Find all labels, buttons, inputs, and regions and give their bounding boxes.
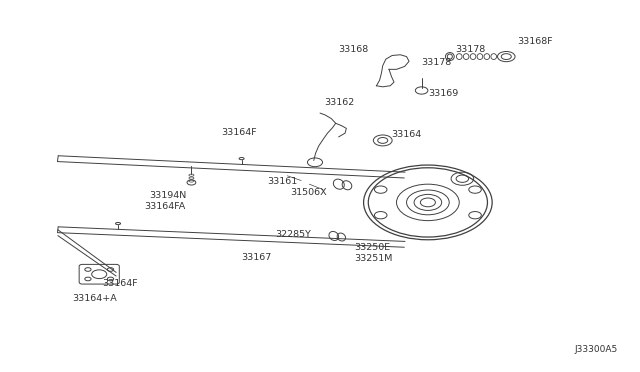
Text: 33164F: 33164F xyxy=(221,128,257,137)
Text: 33168: 33168 xyxy=(339,45,369,54)
Text: 33168F: 33168F xyxy=(518,37,553,46)
Text: 33194N: 33194N xyxy=(149,190,187,200)
Text: 33162: 33162 xyxy=(324,98,354,107)
Text: 33164+A: 33164+A xyxy=(72,294,117,303)
Text: 33164FA: 33164FA xyxy=(145,202,186,211)
Text: 33251M: 33251M xyxy=(355,254,393,263)
Text: 33178: 33178 xyxy=(455,45,485,54)
Text: J33300A5: J33300A5 xyxy=(575,346,618,355)
Text: 33164: 33164 xyxy=(392,131,422,140)
Text: 32285Y: 32285Y xyxy=(275,230,310,238)
Text: 33167: 33167 xyxy=(242,253,272,262)
Text: 33250E: 33250E xyxy=(355,243,390,252)
Text: 33169: 33169 xyxy=(428,89,458,97)
Text: 33178: 33178 xyxy=(422,58,452,67)
Text: 31506X: 31506X xyxy=(290,188,326,197)
Text: 33161: 33161 xyxy=(268,177,298,186)
Text: 33164F: 33164F xyxy=(102,279,138,288)
